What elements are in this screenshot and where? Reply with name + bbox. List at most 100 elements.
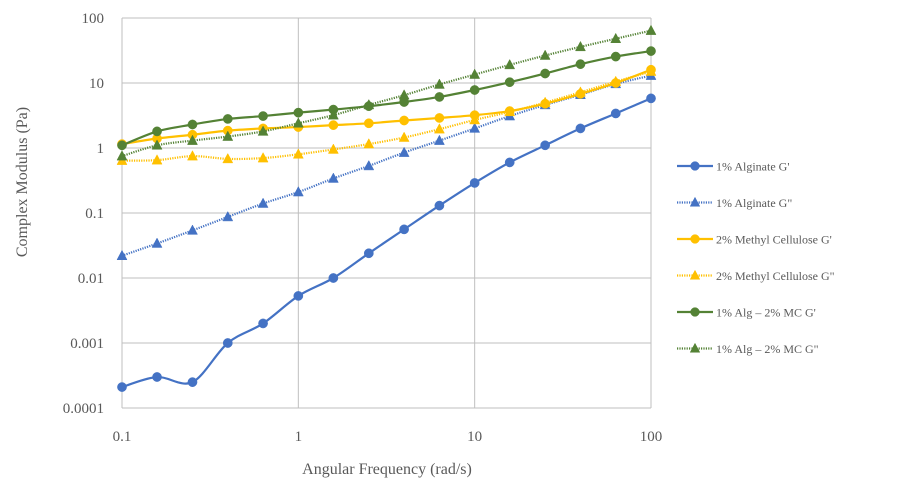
legend-label: 1% Alginate G' — [716, 160, 789, 174]
data-point — [610, 108, 621, 119]
data-point — [363, 98, 375, 110]
data-point — [327, 143, 339, 154]
data-point — [575, 40, 586, 52]
data-point — [540, 68, 550, 79]
data-point — [504, 77, 515, 88]
data-point — [328, 120, 339, 130]
data-point — [328, 273, 339, 283]
series-2-methyl-cellulose-g — [116, 65, 657, 165]
data-point — [398, 89, 410, 100]
series-line — [121, 97, 652, 389]
series-line — [121, 70, 652, 162]
data-point — [257, 152, 269, 163]
x-tick-label: 10 — [467, 429, 482, 445]
y-tick-label: 0.001 — [70, 336, 104, 352]
data-point — [222, 114, 233, 124]
data-point — [363, 159, 375, 171]
data-point — [434, 113, 445, 123]
data-point — [504, 58, 516, 70]
y-tick-label: 0.01 — [78, 271, 104, 287]
data-point — [646, 93, 656, 104]
data-point — [433, 134, 445, 145]
data-point — [469, 122, 481, 133]
x-tick-label: 100 — [640, 429, 663, 445]
data-point — [504, 157, 515, 168]
data-point — [292, 186, 304, 197]
data-point — [398, 131, 410, 142]
series-line — [121, 74, 652, 257]
data-point — [399, 115, 409, 126]
data-point — [117, 382, 127, 392]
legend-label: 1% Alg – 2% MC G" — [716, 342, 819, 356]
data-point — [116, 150, 128, 161]
data-point — [222, 130, 234, 141]
data-point — [257, 197, 269, 208]
data-point — [433, 78, 445, 89]
legend-entry-1-alg-2-mc-g: 1% Alg – 2% MC G" — [677, 342, 819, 356]
series-1-alginate-g — [117, 93, 656, 392]
legend-label: 2% Methyl Cellulose G' — [716, 233, 832, 247]
legend-marker — [689, 342, 701, 353]
data-point — [646, 46, 656, 56]
legend-marker — [689, 269, 701, 280]
data-point — [434, 92, 445, 102]
legend-entry-1-alginate-g: 1% Alginate G' — [677, 160, 789, 174]
data-point — [293, 291, 304, 301]
data-point — [539, 96, 551, 107]
data-point — [222, 152, 234, 164]
data-point — [117, 140, 127, 151]
data-point — [645, 65, 657, 76]
data-point — [610, 51, 621, 62]
data-point — [151, 139, 163, 150]
y-tick-label: 0.0001 — [63, 401, 104, 417]
data-point — [257, 125, 269, 136]
data-point — [398, 146, 410, 157]
x-axis-title: Angular Frequency (rad/s) — [302, 461, 472, 478]
y-tick-label: 1 — [97, 141, 105, 157]
grid-layer — [121, 17, 652, 409]
data-point — [187, 377, 198, 387]
data-point — [292, 148, 304, 159]
data-point — [540, 140, 550, 151]
series-1-alg-2-mc-g — [116, 24, 657, 161]
series-1-alginate-g — [116, 69, 657, 260]
data-point — [504, 105, 516, 117]
legend-entry-1-alg-2-mc-g: 1% Alg – 2% MC G' — [677, 306, 816, 320]
data-point — [469, 85, 480, 95]
legend-marker — [690, 234, 700, 244]
data-point — [469, 68, 481, 79]
legend-marker — [690, 307, 700, 317]
legend-marker — [690, 161, 700, 171]
x-tick-label: 1 — [295, 429, 303, 445]
data-point — [645, 24, 657, 35]
data-point — [363, 138, 375, 149]
series-line — [121, 49, 652, 147]
legend-label: 1% Alginate G" — [716, 196, 792, 210]
data-point — [151, 154, 163, 165]
data-point — [469, 178, 480, 188]
legend: 1% Alginate G' 1% Alginate G" 2% Methyl Ce… — [677, 160, 835, 356]
data-point — [258, 318, 268, 329]
data-point — [434, 200, 445, 211]
data-point — [575, 86, 586, 97]
series-line — [121, 68, 652, 146]
data-point — [363, 248, 374, 259]
data-point — [292, 117, 304, 128]
legend-label: 1% Alg – 2% MC G' — [716, 306, 816, 320]
y-tick-label: 10 — [89, 76, 104, 92]
data-point — [258, 111, 268, 121]
data-point — [575, 123, 586, 134]
data-point — [152, 126, 162, 137]
series-2-methyl-cellulose-g — [117, 64, 656, 149]
series-1-alg-2-mc-g — [117, 46, 656, 151]
legend-label: 2% Methyl Cellulose G" — [716, 269, 835, 283]
data-point — [187, 134, 198, 145]
series-layer — [116, 24, 657, 392]
legend-entry-2-methyl-cellulose-g: 2% Methyl Cellulose G" — [677, 269, 835, 283]
y-axis-title: Complex Modulus (Pa) — [14, 107, 31, 257]
data-point — [610, 32, 622, 43]
data-point — [327, 172, 339, 183]
data-point — [222, 338, 233, 348]
